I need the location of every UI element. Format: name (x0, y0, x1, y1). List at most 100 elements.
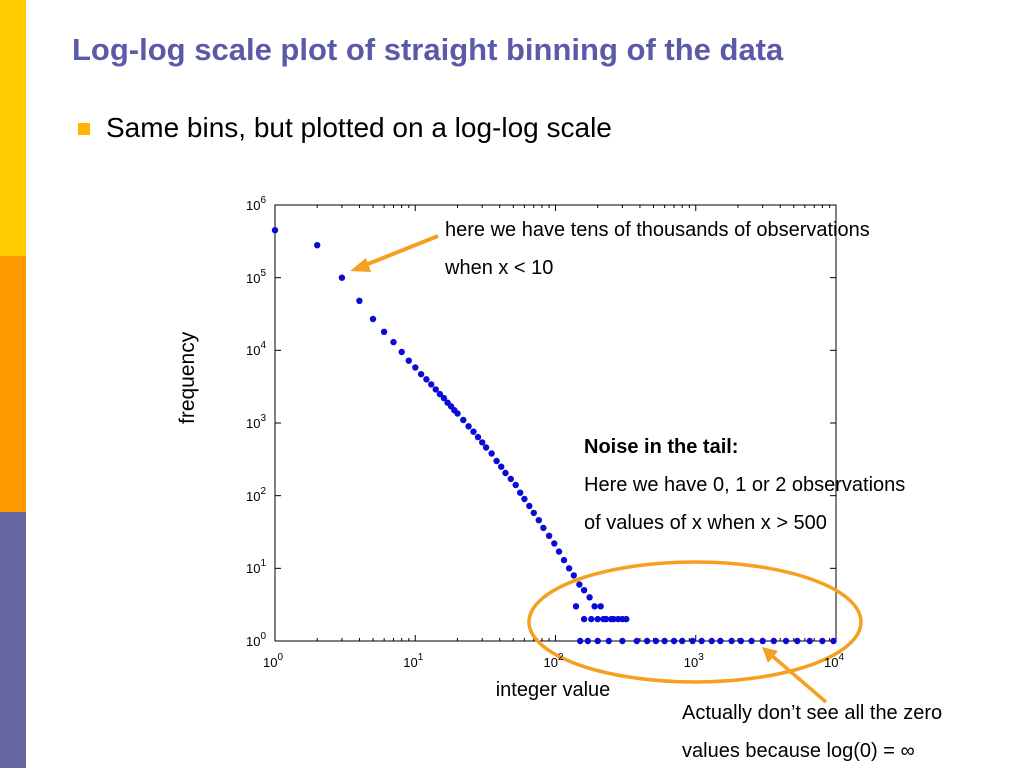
data-point (652, 637, 660, 645)
data-point (555, 548, 563, 555)
data-point (271, 227, 279, 234)
data-point (454, 410, 461, 417)
y-axis-ticks (275, 204, 836, 642)
data-point (405, 357, 412, 364)
data-point (610, 615, 617, 623)
data-point (482, 444, 490, 451)
annotation-noise-heading: Noise in the tail: (584, 436, 739, 458)
data-point (759, 637, 766, 645)
data-point (633, 637, 640, 645)
annotation-noise-line1: Here we have 0, 1 or 2 observations (584, 474, 906, 496)
data-point (717, 637, 724, 645)
data-point (670, 637, 678, 645)
y-tick-label: 100 (246, 631, 267, 649)
tail-highlight-ellipse (527, 560, 863, 684)
y-tick-label: 101 (246, 558, 267, 577)
annotation-noise: Noise in the tail: Here we have 0, 1 or … (584, 428, 905, 542)
data-point (560, 556, 568, 564)
data-points (271, 227, 837, 645)
arrow-to-head (357, 234, 439, 270)
data-point (591, 603, 598, 610)
annotation-head-line2: when x < 10 (445, 257, 554, 279)
data-point (770, 637, 777, 645)
data-point (314, 242, 321, 249)
data-point (605, 637, 612, 645)
data-point (580, 587, 588, 594)
data-point (338, 274, 346, 281)
data-point (577, 637, 584, 645)
x-axis-label: integer value (495, 679, 611, 701)
data-point (565, 565, 573, 572)
data-point (737, 637, 745, 645)
data-point (794, 637, 801, 645)
data-point (661, 637, 668, 645)
annotation-zero-line2: values because log(0) = ∞ (682, 740, 915, 762)
data-point (412, 364, 419, 371)
y-axis-label: frequency (175, 331, 199, 424)
annotation-zero: Actually don’t see all the zero values b… (682, 694, 942, 770)
data-point (588, 615, 595, 623)
data-point (819, 637, 826, 645)
data-point (530, 509, 537, 517)
data-point (600, 615, 607, 623)
data-point (526, 502, 533, 510)
x-tick-label: 103 (683, 652, 704, 670)
data-point (679, 637, 686, 645)
annotation-head-line1: here we have tens of thousands of observ… (445, 219, 870, 241)
bullet-item: Same bins, but plotted on a log-log scal… (78, 112, 612, 144)
data-point (545, 532, 553, 539)
x-tick-label: 104 (824, 652, 845, 670)
data-point (493, 457, 500, 465)
data-point (440, 394, 448, 402)
data-point (643, 637, 651, 645)
data-point (728, 637, 735, 645)
data-point (474, 433, 482, 441)
y-tick-label: 104 (246, 340, 267, 359)
y-tick-label: 103 (246, 413, 267, 431)
y-tick-label: 106 (246, 195, 267, 213)
data-point (708, 637, 715, 645)
x-tick-label: 102 (543, 652, 564, 670)
data-point (689, 637, 696, 645)
data-point (576, 581, 583, 588)
data-point (535, 517, 542, 524)
sidebar-band-orange (0, 256, 26, 512)
y-tick-label: 102 (246, 485, 267, 504)
data-point (390, 338, 397, 346)
data-point (460, 416, 467, 424)
data-point (423, 376, 430, 383)
data-point (830, 637, 837, 645)
y-tick-label: 105 (246, 267, 267, 286)
data-point (597, 603, 604, 610)
data-point (748, 637, 755, 645)
data-point (432, 386, 439, 393)
x-axis-ticks (274, 205, 837, 641)
data-point (369, 315, 377, 323)
data-point (521, 495, 528, 503)
data-point (479, 439, 486, 446)
data-point (488, 450, 495, 457)
data-point (512, 481, 519, 489)
data-point (584, 637, 591, 645)
data-point (806, 637, 813, 645)
data-point (570, 572, 577, 579)
square-bullet-icon (78, 123, 90, 135)
data-point (380, 328, 388, 335)
x-tick-label: 100 (263, 652, 284, 670)
slide-title: Log-log scale plot of straight binning o… (72, 32, 784, 67)
bullet-text: Same bins, but plotted on a log-log scal… (106, 112, 612, 143)
data-point (436, 390, 444, 398)
data-point (498, 463, 505, 470)
x-tick-label: 101 (403, 652, 424, 670)
data-point (465, 423, 472, 430)
annotation-noise-line2: of values of x when x > 500 (584, 512, 827, 534)
data-point (398, 348, 405, 356)
data-point (586, 594, 593, 601)
data-point (517, 489, 524, 496)
data-point (782, 637, 790, 645)
data-point (470, 428, 477, 435)
data-point (551, 540, 558, 547)
data-point (580, 615, 588, 623)
data-point (417, 371, 425, 378)
